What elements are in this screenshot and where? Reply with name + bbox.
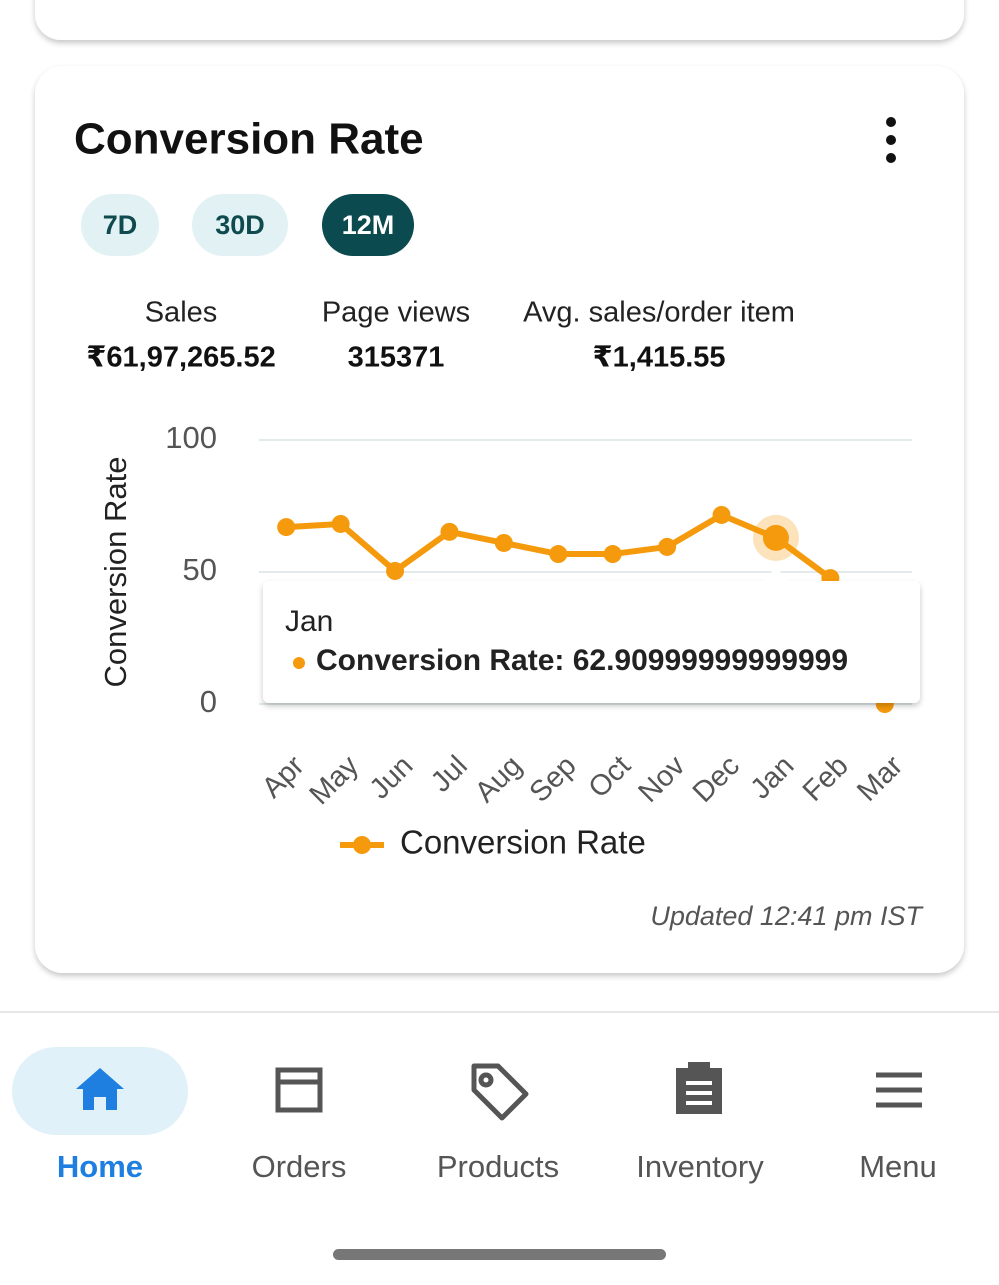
nav-item[interactable]: Products: [437, 1063, 559, 1184]
y-tick-label: 50: [183, 552, 217, 587]
nav-label: Products: [437, 1149, 559, 1184]
products-icon: [471, 1063, 529, 1121]
chip-label: 7D: [103, 210, 138, 240]
nav-label: Orders: [252, 1149, 347, 1184]
data-point: [440, 522, 459, 541]
nav-item[interactable]: Home: [12, 1047, 188, 1184]
data-point: [386, 561, 405, 580]
tooltip-pointer: [761, 567, 790, 582]
stat-value: 315371: [348, 342, 445, 374]
tooltip-marker: [293, 657, 305, 669]
more-menu[interactable]: [886, 117, 896, 163]
data-point: [277, 518, 296, 537]
nav-label: Inventory: [636, 1149, 764, 1184]
stat-value: ₹1,415.55: [592, 342, 725, 374]
y-tick-label: 100: [165, 420, 217, 455]
legend-marker: [353, 836, 371, 854]
chip-label: 12M: [342, 210, 395, 240]
inventory-icon: [676, 1062, 722, 1114]
stat-label: Page views: [322, 297, 470, 329]
chip-bg: [81, 194, 159, 256]
home-indicator: [333, 1249, 666, 1260]
data-point: [658, 537, 677, 556]
card: [35, 66, 964, 973]
chip-bg: [192, 194, 288, 256]
menu-icon: [876, 1072, 922, 1108]
data-point: [331, 514, 350, 533]
data-point: [603, 545, 622, 564]
tooltip-text: Conversion Rate: 62.90999999999999: [316, 644, 848, 677]
stat-value: ₹61,97,265.52: [86, 342, 276, 374]
chip-label: 30D: [215, 210, 265, 240]
orders-icon: [275, 1067, 323, 1113]
nav-label: Home: [57, 1149, 143, 1184]
nav-item[interactable]: Orders: [252, 1067, 347, 1184]
data-point: [549, 545, 568, 564]
nav-label: Menu: [859, 1149, 937, 1184]
card-title: Conversion Rate: [74, 115, 424, 164]
previous-card: [35, 0, 964, 40]
home-icon: [76, 1068, 124, 1110]
chip-bg: [322, 194, 414, 256]
range-chip[interactable]: 30D: [192, 194, 288, 256]
nav-item[interactable]: Inventory: [636, 1062, 764, 1184]
range-chip[interactable]: 12M: [322, 194, 414, 256]
data-point: [762, 524, 789, 551]
stat-label: Sales: [145, 297, 218, 329]
inventory-lines: [686, 1081, 712, 1105]
data-point: [712, 505, 731, 524]
y-tick-label: 0: [200, 684, 217, 719]
legend-label: Conversion Rate: [400, 824, 646, 861]
stat-label: Avg. sales/order item: [523, 297, 795, 329]
data-point: [494, 533, 513, 552]
y-axis-title: Conversion Rate: [98, 457, 133, 688]
tooltip-title: Jan: [285, 605, 333, 638]
tooltip-box: [263, 581, 920, 703]
tooltip: Jan Conversion Rate: 62.90999999999999: [263, 567, 920, 703]
nav-item[interactable]: Menu: [859, 1072, 937, 1184]
range-chip[interactable]: 7D: [81, 194, 159, 256]
updated-text: Updated 12:41 pm IST: [650, 901, 924, 931]
